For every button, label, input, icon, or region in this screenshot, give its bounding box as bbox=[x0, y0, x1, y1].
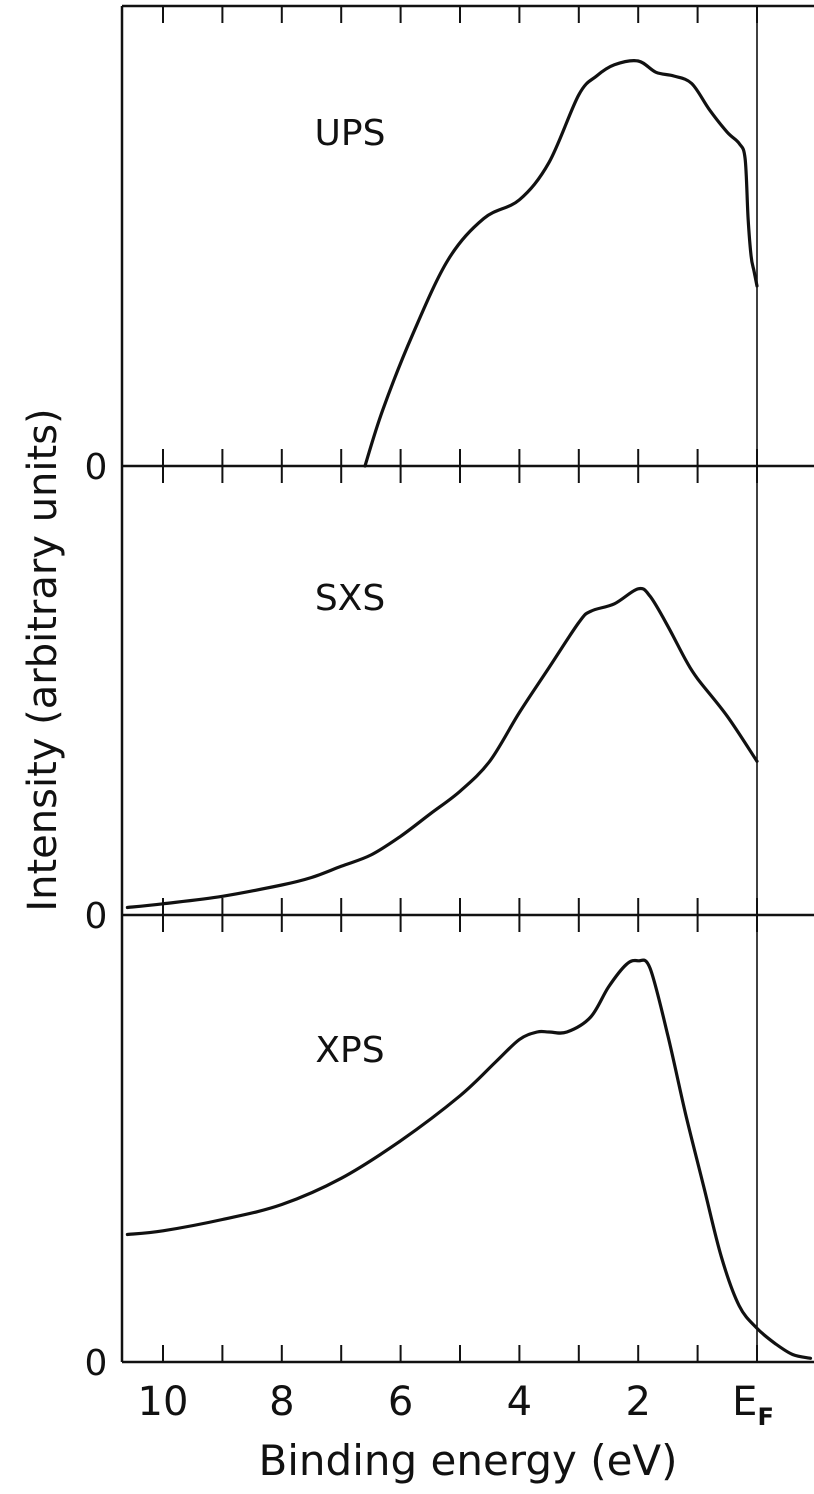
label-layer: UPS 0 SXS 0 XPS 0 10 8 6 4 2 EF Binding energy (eV) I… bbox=[20, 113, 774, 1485]
panel-label-xps: XPS bbox=[315, 1030, 384, 1071]
series-ups-line bbox=[363, 59, 759, 468]
series-xps-line bbox=[125, 958, 813, 1360]
panel-label-sxs: SXS bbox=[315, 578, 385, 619]
x-tick-label-8: 8 bbox=[269, 1379, 294, 1425]
zero-label-1: 0 bbox=[85, 447, 108, 488]
zero-label-3: 0 bbox=[85, 1343, 108, 1384]
tick-marks bbox=[162, 6, 758, 1362]
series-layer bbox=[125, 59, 813, 1360]
plot-frame bbox=[120, 4, 814, 1364]
zero-label-2: 0 bbox=[85, 896, 108, 937]
x-tick-label-2: 2 bbox=[625, 1379, 650, 1425]
x-tick-label-ef: EF bbox=[732, 1379, 774, 1431]
y-axis-label: Intensity (arbitrary units) bbox=[20, 408, 66, 911]
series-sxs-line bbox=[125, 586, 759, 910]
x-axis-label: Binding energy (eV) bbox=[258, 1436, 677, 1485]
panel-label-ups: UPS bbox=[315, 113, 386, 154]
x-tick-label-6: 6 bbox=[388, 1379, 413, 1425]
x-tick-label-10: 10 bbox=[138, 1379, 189, 1425]
x-tick-label-4: 4 bbox=[507, 1379, 532, 1425]
